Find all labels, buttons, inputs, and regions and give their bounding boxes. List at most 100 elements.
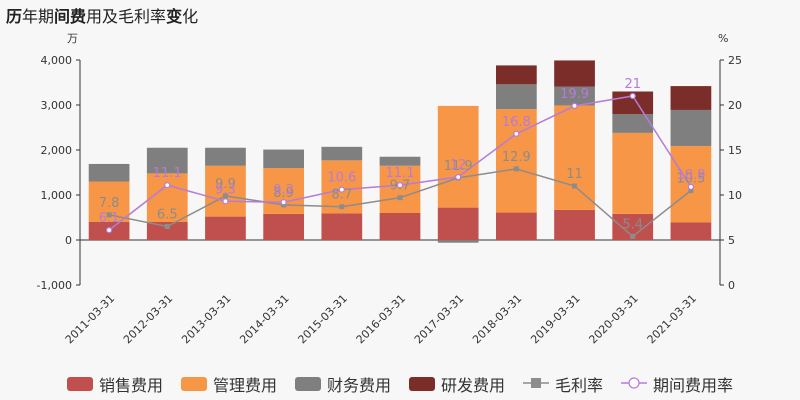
bar-segment xyxy=(379,213,421,240)
bar-segment xyxy=(554,60,595,87)
y-left-tick-label: 0 xyxy=(65,234,72,247)
bar-segment xyxy=(554,86,595,106)
chart-title: 历年期间费用及毛利率变化 xyxy=(6,3,198,27)
x-tick-label: 2021-03-31 xyxy=(645,292,699,346)
legend-label: 研发费用 xyxy=(441,376,506,395)
bar-segment xyxy=(263,149,304,168)
series-marker xyxy=(513,130,520,137)
data-label: 11.1 xyxy=(386,166,415,181)
title-part: 年期 xyxy=(22,7,55,26)
series-marker xyxy=(571,102,578,110)
data-label: 11 xyxy=(566,167,583,182)
title-part: 变 xyxy=(166,7,183,26)
bar-segment xyxy=(496,109,537,213)
bar-segment xyxy=(321,146,363,161)
x-tick-label: 2013-03-31 xyxy=(179,292,233,346)
bar-segment xyxy=(437,240,479,243)
bar-segment xyxy=(670,86,712,110)
legend-item[interactable]: 研发费用 xyxy=(409,372,505,396)
bar-segment xyxy=(146,173,188,222)
data-label: 12.9 xyxy=(502,150,531,165)
data-label: 21 xyxy=(624,77,641,92)
lines xyxy=(105,92,695,239)
legend-label: 销售费用 xyxy=(98,376,163,395)
series-marker xyxy=(222,198,229,205)
y-right-unit: % xyxy=(718,32,728,45)
series-marker xyxy=(105,227,113,234)
bar-segment xyxy=(670,109,712,146)
bar-segment xyxy=(612,114,654,133)
series-marker xyxy=(630,233,636,239)
bar-segment xyxy=(437,105,479,208)
x-tick-label: 2016-03-31 xyxy=(354,292,408,346)
series-marker xyxy=(513,166,519,172)
y-right-tick-label: 25 xyxy=(728,54,742,67)
bar-segment xyxy=(554,209,595,240)
y-right-tick-label: 0 xyxy=(728,279,735,292)
bar-segment xyxy=(437,207,479,240)
x-tick-label: 2017-03-31 xyxy=(412,292,466,346)
bar-segment xyxy=(146,222,188,240)
legend-item[interactable]: 销售费用 xyxy=(66,372,163,396)
data-label: 9.3 xyxy=(215,182,236,197)
bar-segment xyxy=(612,132,654,214)
x-tick-label: 2015-03-31 xyxy=(296,292,350,346)
legend-label: 管理费用 xyxy=(212,376,277,395)
legend: 销售费用 管理费用 财务费用 研发费用 毛利率 期间费用率 xyxy=(0,372,800,396)
y-right-tick-label: 20 xyxy=(728,99,742,112)
data-label: 6.1 xyxy=(99,211,120,226)
legend-symbol-icon xyxy=(66,377,93,391)
legend-item[interactable]: 期间费用率 xyxy=(621,372,733,396)
y-left-tick-label: 3,000 xyxy=(41,99,73,112)
legend-symbol-icon xyxy=(621,375,648,394)
data-label: 12 xyxy=(450,158,467,173)
y-left-tick-label: 1,000 xyxy=(41,189,73,202)
y-right-tick-label: 15 xyxy=(728,144,742,157)
data-label: 5.4 xyxy=(622,217,643,232)
data-label: 7.8 xyxy=(99,196,120,211)
y-left-tick-label: 4,000 xyxy=(41,54,73,67)
legend-symbol-icon xyxy=(180,377,207,391)
legend-label: 期间费用率 xyxy=(653,376,734,395)
series-marker xyxy=(164,182,171,189)
bar-segment xyxy=(496,212,537,240)
series-marker xyxy=(629,92,636,100)
legend-symbol-icon xyxy=(294,377,321,391)
series-marker xyxy=(572,183,578,189)
bar-segment xyxy=(321,213,363,240)
title-part: 化 xyxy=(182,7,199,26)
x-tick-label: 2014-03-31 xyxy=(237,292,291,346)
legend-symbol-icon xyxy=(523,375,550,394)
legend-item[interactable]: 管理费用 xyxy=(180,372,277,396)
series-marker xyxy=(106,212,112,218)
title-part: 用及毛利率 xyxy=(86,7,167,26)
y-left-tick-label: -1,000 xyxy=(37,279,72,292)
legend-item[interactable]: 财务费用 xyxy=(294,372,391,396)
x-tick-label: 2020-03-31 xyxy=(586,292,640,346)
bar-segment xyxy=(88,163,130,182)
legend-label: 毛利率 xyxy=(555,376,604,395)
x-tick-label: 2018-03-31 xyxy=(470,292,524,346)
legend-item[interactable]: 毛利率 xyxy=(523,372,603,396)
bar-segment xyxy=(496,84,537,110)
legend-symbol-icon xyxy=(409,377,435,391)
bars xyxy=(88,60,712,243)
bar-segment xyxy=(263,213,304,240)
series-marker xyxy=(396,182,404,189)
series-marker xyxy=(455,173,462,181)
x-tick-label: 2012-03-31 xyxy=(121,292,175,346)
data-label: 9.2 xyxy=(273,183,294,198)
series-marker xyxy=(688,188,694,193)
y-right-tick-label: 10 xyxy=(728,189,742,202)
series-marker xyxy=(339,204,345,210)
legend-label: 财务费用 xyxy=(326,376,391,395)
bar-segment xyxy=(205,216,246,240)
data-label: 10.9 xyxy=(676,168,705,183)
bar-segment xyxy=(205,147,246,166)
y-left-unit: 万 xyxy=(67,32,78,45)
data-label: 8.7 xyxy=(331,188,352,203)
data-label: 8.9 xyxy=(273,186,294,201)
y-right-tick-label: 5 xyxy=(728,234,735,247)
title-part: 历 xyxy=(6,7,23,26)
data-label: 9.7 xyxy=(390,179,411,194)
